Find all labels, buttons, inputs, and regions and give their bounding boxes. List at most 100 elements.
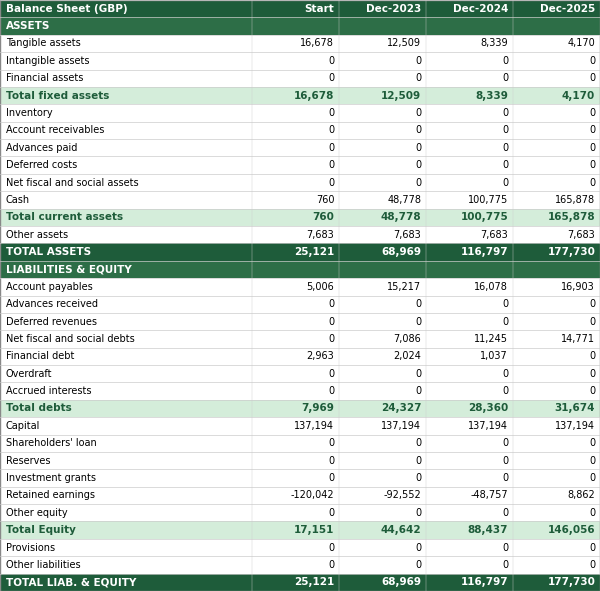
Text: 68,969: 68,969 — [381, 577, 421, 587]
Text: 0: 0 — [502, 143, 508, 152]
Text: -120,042: -120,042 — [290, 491, 334, 501]
Text: 146,056: 146,056 — [548, 525, 595, 535]
Bar — [0, 191, 600, 209]
Text: 0: 0 — [502, 108, 508, 118]
Text: 0: 0 — [415, 560, 421, 570]
Text: Dec-2024: Dec-2024 — [453, 4, 508, 14]
Text: 0: 0 — [415, 177, 421, 187]
Text: 0: 0 — [415, 508, 421, 518]
Text: -48,757: -48,757 — [470, 491, 508, 501]
Text: 0: 0 — [589, 508, 595, 518]
Text: 0: 0 — [415, 317, 421, 327]
Text: Balance Sheet (GBP): Balance Sheet (GBP) — [6, 4, 128, 14]
Text: 0: 0 — [502, 160, 508, 170]
Bar — [0, 434, 600, 452]
Text: 31,674: 31,674 — [555, 404, 595, 414]
Text: 177,730: 177,730 — [547, 247, 595, 257]
Text: 88,437: 88,437 — [468, 525, 508, 535]
Text: 0: 0 — [502, 386, 508, 396]
Text: Deferred costs: Deferred costs — [6, 160, 77, 170]
Text: 0: 0 — [502, 439, 508, 448]
Text: 0: 0 — [328, 108, 334, 118]
Text: 0: 0 — [415, 543, 421, 553]
Text: Total Equity: Total Equity — [6, 525, 76, 535]
Text: 68,969: 68,969 — [381, 247, 421, 257]
Text: 0: 0 — [328, 473, 334, 483]
Text: Advances paid: Advances paid — [6, 143, 77, 152]
Text: 0: 0 — [589, 560, 595, 570]
Bar — [0, 469, 600, 487]
Text: 0: 0 — [589, 317, 595, 327]
Text: 0: 0 — [415, 369, 421, 379]
Bar — [0, 157, 600, 174]
Bar — [0, 104, 600, 122]
Text: 0: 0 — [328, 317, 334, 327]
Text: 7,086: 7,086 — [394, 334, 421, 344]
Text: 48,778: 48,778 — [380, 212, 421, 222]
Text: Financial debt: Financial debt — [6, 351, 74, 361]
Text: Net fiscal and social debts: Net fiscal and social debts — [6, 334, 135, 344]
Text: 0: 0 — [589, 473, 595, 483]
Text: 7,683: 7,683 — [394, 230, 421, 240]
Text: 137,194: 137,194 — [294, 421, 334, 431]
Text: Account payables: Account payables — [6, 282, 93, 292]
Bar — [0, 313, 600, 330]
Bar — [0, 521, 600, 539]
Bar — [0, 52, 600, 70]
Text: 2,024: 2,024 — [394, 351, 421, 361]
Text: 0: 0 — [328, 73, 334, 83]
Text: Account receivables: Account receivables — [6, 125, 104, 135]
Text: 0: 0 — [589, 543, 595, 553]
Text: 116,797: 116,797 — [461, 247, 508, 257]
Text: 0: 0 — [415, 56, 421, 66]
Text: 0: 0 — [415, 125, 421, 135]
Text: Cash: Cash — [6, 195, 30, 205]
Text: Tangible assets: Tangible assets — [6, 38, 81, 48]
Text: Capital: Capital — [6, 421, 40, 431]
Text: 0: 0 — [415, 143, 421, 152]
Text: 0: 0 — [589, 143, 595, 152]
Text: 0: 0 — [502, 299, 508, 309]
Text: Other equity: Other equity — [6, 508, 68, 518]
Text: 12,509: 12,509 — [387, 38, 421, 48]
Text: 137,194: 137,194 — [381, 421, 421, 431]
Text: 17,151: 17,151 — [294, 525, 334, 535]
Text: 0: 0 — [328, 543, 334, 553]
Text: 137,194: 137,194 — [555, 421, 595, 431]
Text: 0: 0 — [502, 543, 508, 553]
Text: 7,683: 7,683 — [307, 230, 334, 240]
Bar — [0, 261, 600, 278]
Text: 0: 0 — [502, 560, 508, 570]
Text: Overdraft: Overdraft — [6, 369, 53, 379]
Text: 0: 0 — [328, 439, 334, 448]
Text: 2,963: 2,963 — [307, 351, 334, 361]
Text: 0: 0 — [415, 299, 421, 309]
Text: 177,730: 177,730 — [547, 577, 595, 587]
Bar — [0, 365, 600, 382]
Text: 0: 0 — [328, 560, 334, 570]
Text: 0: 0 — [415, 73, 421, 83]
Text: 1,037: 1,037 — [481, 351, 508, 361]
Text: 16,078: 16,078 — [475, 282, 508, 292]
Text: 0: 0 — [502, 177, 508, 187]
Bar — [0, 243, 600, 261]
Text: 165,878: 165,878 — [555, 195, 595, 205]
Text: 0: 0 — [589, 177, 595, 187]
Text: 16,678: 16,678 — [294, 90, 334, 100]
Text: Total fixed assets: Total fixed assets — [6, 90, 109, 100]
Bar — [0, 0, 600, 17]
Bar — [0, 400, 600, 417]
Text: 0: 0 — [589, 456, 595, 466]
Bar — [0, 487, 600, 504]
Text: Accrued interests: Accrued interests — [6, 386, 91, 396]
Text: 25,121: 25,121 — [294, 577, 334, 587]
Text: Advances received: Advances received — [6, 299, 98, 309]
Text: 12,509: 12,509 — [381, 90, 421, 100]
Text: 0: 0 — [328, 334, 334, 344]
Text: Investment grants: Investment grants — [6, 473, 96, 483]
Text: ASSETS: ASSETS — [6, 21, 50, 31]
Text: 0: 0 — [328, 386, 334, 396]
Text: Shareholders' loan: Shareholders' loan — [6, 439, 97, 448]
Text: 0: 0 — [415, 108, 421, 118]
Text: 0: 0 — [589, 73, 595, 83]
